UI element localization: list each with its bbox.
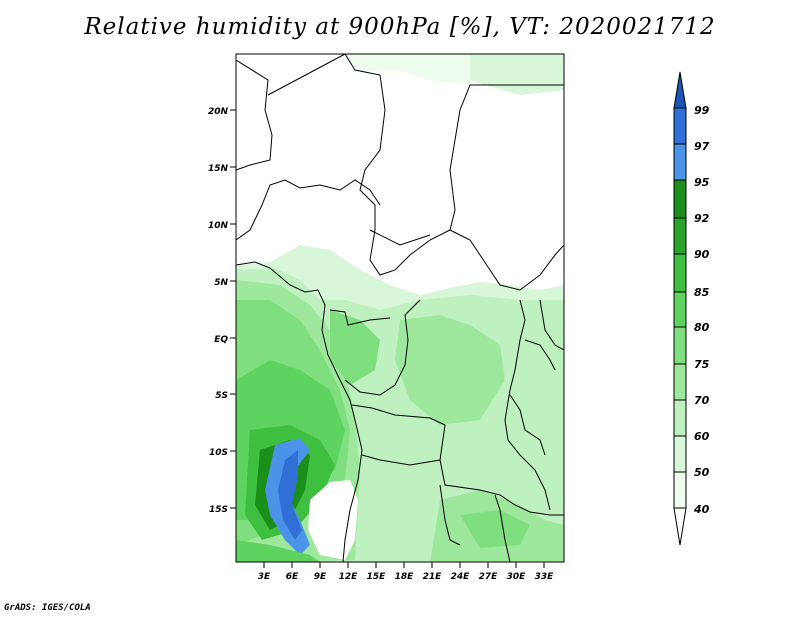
lon-tick-label: 3E bbox=[258, 572, 271, 582]
colorbar-segment bbox=[673, 107, 687, 145]
humidity-field bbox=[236, 54, 564, 562]
lat-tick-label: 10N bbox=[208, 221, 229, 231]
colorbar-segment bbox=[673, 291, 687, 328]
lon-tick-label: 21E bbox=[423, 572, 443, 582]
lat-tick-label: 5S bbox=[215, 391, 228, 401]
lat-tick-label: 10S bbox=[209, 448, 228, 458]
colorbar-label: 50 bbox=[694, 466, 710, 479]
colorbar-segment bbox=[673, 326, 687, 365]
lat-tick-label: 5N bbox=[214, 278, 228, 288]
colorbar-label: 70 bbox=[694, 394, 710, 407]
colorbar-label: 99 bbox=[694, 104, 710, 117]
colorbar: 99 97 95 92 90 85 80 75 70 60 50 40 bbox=[673, 71, 710, 546]
colorbar-label: 80 bbox=[694, 321, 710, 334]
lon-tick-label: 30E bbox=[507, 572, 527, 582]
colorbar-label: 90 bbox=[694, 248, 710, 261]
colorbar-segment bbox=[673, 435, 687, 473]
colorbar-top-arrow bbox=[673, 71, 687, 109]
lon-tick-label: 12E bbox=[339, 572, 359, 582]
colorbar-segment bbox=[673, 253, 687, 293]
map-frame bbox=[235, 53, 565, 563]
lat-tick-label: 15N bbox=[208, 164, 229, 174]
colorbar-segment bbox=[673, 143, 687, 181]
lat-tick-label: 15S bbox=[209, 505, 228, 515]
colorbar-segment bbox=[673, 471, 687, 509]
footer-credit: GrADS: IGES/COLA bbox=[4, 603, 91, 613]
colorbar-label: 92 bbox=[694, 212, 710, 225]
country-borders bbox=[236, 54, 564, 562]
colorbar-label: 95 bbox=[694, 176, 710, 189]
colorbar-segment bbox=[673, 399, 687, 437]
lon-tick-label: 24E bbox=[451, 572, 471, 582]
lon-tick-label: 27E bbox=[479, 572, 499, 582]
lat-tick-label: EQ bbox=[214, 335, 228, 345]
lat-tick-label: 20N bbox=[208, 107, 229, 117]
colorbar-bottom-arrow bbox=[673, 507, 687, 546]
colorbar-label: 60 bbox=[694, 430, 710, 443]
colorbar-label: 40 bbox=[693, 503, 710, 516]
colorbar-label: 97 bbox=[694, 140, 710, 153]
latitude-axis: 20N 15N 10N 5N EQ 5S 10S 15S bbox=[208, 107, 236, 515]
lon-tick-label: 6E bbox=[286, 572, 299, 582]
colorbar-label: 75 bbox=[694, 358, 710, 371]
lon-tick-label: 15E bbox=[367, 572, 387, 582]
colorbar-segment bbox=[673, 179, 687, 219]
colorbar-label: 85 bbox=[694, 286, 710, 299]
lon-tick-label: 18E bbox=[395, 572, 415, 582]
longitude-axis: 3E 6E 9E 12E 15E 18E 21E 24E 27E 30E 33E bbox=[258, 562, 554, 582]
colorbar-segment bbox=[673, 363, 687, 401]
colorbar-segment bbox=[673, 217, 687, 255]
lon-tick-label: 33E bbox=[535, 572, 555, 582]
map-title: Relative humidity at 900hPa [%], VT: 202… bbox=[84, 14, 716, 40]
lon-tick-label: 9E bbox=[314, 572, 327, 582]
